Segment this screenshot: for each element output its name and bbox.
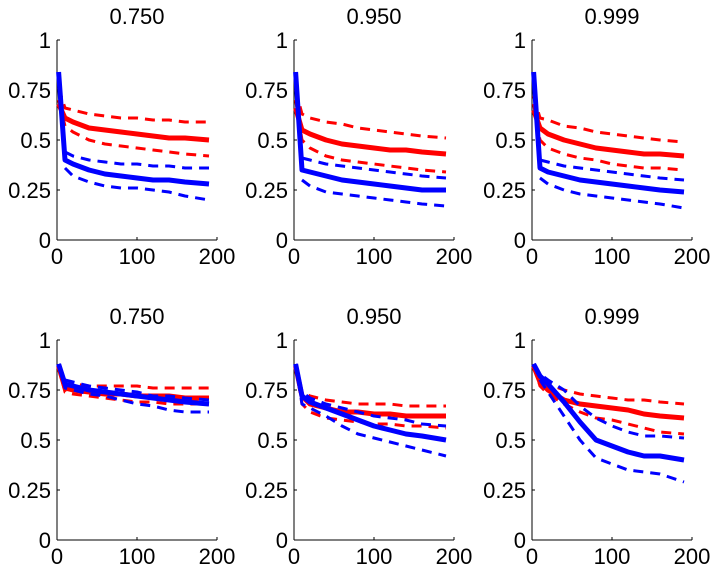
subplot-5: 0.950 0 0.25 0.5 0.75 1 0 100 200 [245, 304, 472, 569]
red-bound-line [57, 87, 209, 124]
x-tick-label: 200 [674, 244, 711, 269]
red-bound-line [57, 365, 209, 406]
red-bound-line [57, 99, 210, 158]
blue-bound-line [301, 178, 447, 208]
y-tick-label: 1 [276, 328, 288, 353]
x-tick-label: 0 [526, 544, 538, 569]
subplot-title: 0.999 [584, 4, 639, 29]
blue-mean-line [293, 363, 447, 443]
y-tick-label: 0.25 [8, 178, 51, 203]
subplot-title: 0.999 [584, 304, 639, 329]
blue-bound-line [532, 363, 685, 484]
subplot-title: 0.750 [109, 304, 164, 329]
blue-mean-line [56, 363, 210, 407]
x-tick-label: 200 [199, 544, 236, 569]
x-tick-label: 100 [119, 244, 156, 269]
red-mean-line [293, 365, 446, 419]
subplot-title: 0.950 [346, 304, 401, 329]
blue-mean-line [56, 71, 210, 187]
blue-bound-line [57, 363, 210, 402]
y-tick-label: 1 [39, 328, 51, 353]
blue-bound-line [539, 176, 685, 210]
x-tick-label: 100 [594, 244, 631, 269]
y-tick-label: 0.75 [8, 78, 51, 103]
y-tick-label: 0.75 [483, 78, 526, 103]
x-tick-label: 100 [119, 544, 156, 569]
red-mean-line [531, 109, 685, 159]
blue-bound-line [294, 363, 447, 458]
y-tick-label: 0.75 [245, 378, 288, 403]
x-tick-label: 200 [199, 244, 236, 269]
x-tick-label: 100 [356, 244, 393, 269]
x-tick-label: 100 [594, 544, 631, 569]
y-tick-label: 0 [514, 528, 526, 553]
blue-bound-line [63, 166, 210, 202]
y-tick-label: 0 [39, 528, 51, 553]
blue-bound-line [532, 363, 685, 440]
blue-mean-line [293, 71, 446, 193]
red-bound-line [532, 365, 685, 436]
red-bound-line [294, 89, 447, 140]
y-tick-label: 0 [514, 228, 526, 253]
blue-mean-line [531, 71, 685, 195]
y-tick-label: 0.25 [245, 478, 288, 503]
blue-bound-line [57, 363, 209, 414]
blue-mean-line [531, 362, 685, 463]
red-bound-line [294, 99, 447, 174]
y-tick-label: 0.25 [483, 478, 526, 503]
y-tick-label: 0.25 [245, 178, 288, 203]
y-tick-label: 0.5 [495, 128, 526, 153]
red-mean-line [56, 102, 210, 143]
y-tick-label: 1 [514, 328, 526, 353]
x-tick-label: 100 [356, 544, 393, 569]
red-mean-line [293, 107, 447, 157]
subplot-1: 0.750 0 0.25 0.5 0.75 1 0 100 200 [8, 4, 235, 269]
subplot-2: 0.950 0 0.25 0.5 0.75 1 0 100 200 [245, 4, 472, 269]
y-tick-label: 0.25 [8, 478, 51, 503]
y-tick-label: 0.5 [257, 428, 288, 453]
blue-bound-line [64, 150, 209, 170]
y-tick-label: 0 [276, 228, 288, 253]
y-tick-label: 0 [276, 528, 288, 553]
y-tick-label: 0.5 [257, 128, 288, 153]
y-tick-label: 1 [276, 28, 288, 53]
blue-bound-line [294, 363, 447, 428]
red-bound-line [294, 365, 446, 408]
y-tick-label: 1 [39, 28, 51, 53]
subplot-title: 0.950 [346, 4, 401, 29]
x-tick-label: 0 [51, 544, 63, 569]
x-tick-label: 200 [674, 544, 711, 569]
subplot-3: 0.999 0 0.25 0.5 0.75 1 0 100 200 [483, 4, 710, 269]
y-tick-label: 0.5 [495, 428, 526, 453]
y-tick-label: 0.75 [483, 378, 526, 403]
y-tick-label: 1 [514, 28, 526, 53]
subplot-title: 0.750 [109, 4, 164, 29]
x-tick-label: 200 [436, 244, 473, 269]
x-tick-label: 0 [51, 244, 63, 269]
y-tick-label: 0.75 [245, 78, 288, 103]
x-tick-label: 0 [526, 244, 538, 269]
x-tick-label: 200 [436, 544, 473, 569]
y-tick-label: 0 [39, 228, 51, 253]
x-tick-label: 0 [288, 244, 300, 269]
x-tick-label: 0 [288, 544, 300, 569]
subplot-6: 0.999 0 0.25 0.5 0.75 1 0 100 200 [483, 304, 710, 569]
y-tick-label: 0.75 [8, 378, 51, 403]
y-tick-label: 0.5 [20, 128, 51, 153]
y-tick-label: 0.5 [20, 428, 51, 453]
y-tick-label: 0.25 [483, 178, 526, 203]
subplot-4: 0.750 0 0.25 0.5 0.75 1 0 100 200 [8, 304, 235, 569]
